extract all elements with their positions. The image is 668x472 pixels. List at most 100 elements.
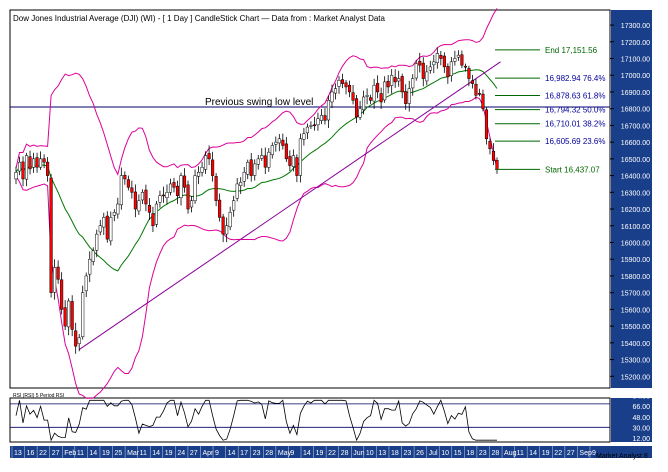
- candle-body: [179, 175, 183, 198]
- candle-body: [175, 185, 180, 196]
- candle-body: [53, 267, 57, 293]
- date-tick-label: Feb: [64, 450, 76, 457]
- candle-body: [91, 250, 95, 262]
- candle-body: [21, 161, 25, 180]
- candle-body: [277, 138, 281, 144]
- date-tick-label: Aug: [504, 450, 517, 457]
- date-tick-label: 14: [152, 450, 160, 457]
- date-tick-label: 11: [77, 450, 84, 457]
- date-tick-label: 10: [441, 450, 449, 457]
- price-tick-label: 15700.00: [621, 291, 650, 298]
- candle-body: [140, 192, 144, 201]
- candle-body: [186, 184, 190, 210]
- candle-body: [288, 156, 292, 166]
- candle-body: [484, 109, 489, 140]
- candle-body: [291, 155, 295, 167]
- candle-body: [204, 155, 208, 170]
- date-tick-label: 19: [102, 450, 110, 457]
- candle-body: [386, 80, 390, 88]
- candle-body: [35, 157, 39, 168]
- price-tick-label: 15600.00: [621, 307, 650, 314]
- date-tick-label: Sep: [579, 450, 592, 457]
- rsi-tick-label: 48.00: [632, 415, 650, 422]
- candle-body: [281, 139, 285, 146]
- candle-body: [105, 215, 109, 240]
- candle-body: [383, 81, 387, 101]
- candle-body: [39, 158, 43, 168]
- date-tick-label: 14: [303, 450, 311, 457]
- candle-body: [168, 183, 173, 193]
- candle-body: [218, 199, 222, 218]
- candle-body: [256, 158, 260, 165]
- candle-body: [112, 212, 116, 216]
- bollinger-lower-band: [15, 96, 498, 399]
- candle-body: [284, 143, 288, 160]
- date-tick-label: 23: [253, 450, 261, 457]
- price-tick-label: 17200.00: [621, 40, 650, 47]
- candle-body: [333, 88, 338, 94]
- candle-body: [246, 161, 250, 175]
- candle-body: [446, 66, 450, 78]
- candle-body: [221, 216, 225, 235]
- candle-body: [144, 189, 148, 205]
- candle-body: [214, 176, 218, 201]
- candle-body: [397, 78, 401, 82]
- candle-body: [274, 141, 278, 145]
- candle-body: [312, 124, 316, 127]
- candle-body: [393, 77, 397, 83]
- candle-body: [253, 163, 257, 176]
- date-tick-label: 24: [177, 450, 185, 457]
- candle-body: [358, 108, 362, 118]
- candle-body: [42, 158, 46, 163]
- date-tick-label: 13: [378, 450, 386, 457]
- candle-body: [295, 157, 299, 176]
- price-panel-frame: [9, 9, 611, 389]
- date-tick-label: 9: [592, 450, 596, 457]
- date-tick-label: 19: [165, 450, 173, 457]
- candle-body: [130, 187, 134, 193]
- candle-body: [432, 61, 436, 66]
- price-tick-label: 16000.00: [621, 240, 650, 247]
- price-axis-band: [611, 10, 652, 388]
- candle-body: [369, 97, 373, 101]
- candle-body: [161, 194, 166, 197]
- candle-body: [193, 175, 197, 202]
- candle-body: [74, 330, 78, 347]
- date-tick-label: 23: [404, 450, 412, 457]
- candle-body: [60, 279, 64, 310]
- candle-body: [411, 78, 415, 89]
- price-tick-label: 15500.00: [621, 324, 650, 331]
- date-tick-label: 14: [529, 450, 537, 457]
- date-tick-label: 16: [27, 450, 35, 457]
- candle-body: [46, 161, 50, 176]
- fib-level-label: 16,982.94 76.4%: [545, 74, 606, 83]
- candle-body: [365, 95, 369, 97]
- candle-body: [488, 140, 492, 150]
- candle-body: [189, 200, 194, 208]
- candle-body: [67, 300, 71, 328]
- price-tick-label: 16100.00: [621, 224, 650, 231]
- date-tick-label: 27: [52, 450, 60, 457]
- candle-body: [123, 175, 127, 180]
- date-tick-label: 23: [479, 450, 487, 457]
- candle-body: [126, 179, 130, 188]
- date-tick-label: 22: [39, 450, 47, 457]
- candle-body: [330, 91, 334, 103]
- footer-tag: Market Analyst 8: [596, 453, 648, 460]
- fib-level-label: 16,794.32 50.0%: [545, 106, 606, 115]
- candle-body: [88, 258, 92, 275]
- candle-body: [63, 307, 67, 327]
- candle-body: [449, 61, 453, 76]
- date-tick-label: 27: [567, 450, 575, 457]
- date-tick-label: Mar: [127, 450, 140, 457]
- price-tick-label: 15200.00: [621, 374, 650, 381]
- date-tick-label: 18: [466, 450, 474, 457]
- date-tick-label: Apr: [202, 450, 214, 457]
- candle-body: [249, 159, 253, 176]
- price-tick-label: 15800.00: [621, 274, 650, 281]
- price-tick-label: 15300.00: [621, 358, 650, 365]
- rsi-tick-label: 30.00: [632, 425, 650, 432]
- candle-body: [491, 150, 496, 161]
- date-tick-label: 28: [341, 450, 349, 457]
